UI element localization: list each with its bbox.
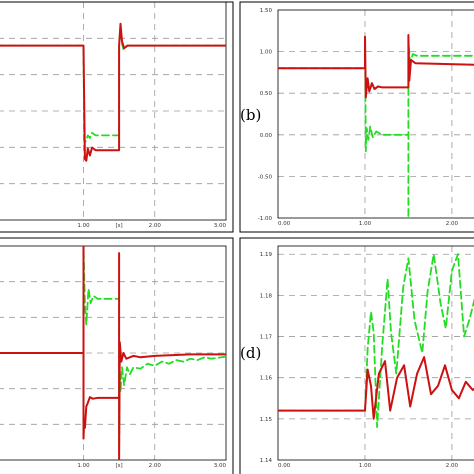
red-solid-series-line (0, 246, 226, 460)
panel-tag: (b) (240, 106, 261, 124)
x-unit-label: [s] (116, 463, 123, 469)
plot-area (0, 1, 227, 221)
y-tick-label: 1.14 (260, 458, 273, 464)
y-tick-label: 1.50 (260, 8, 273, 14)
panel-frame (239, 1, 474, 233)
x-tick-label: 1.00 (359, 221, 372, 227)
series-group (278, 34, 474, 218)
y-tick-label: -1.00 (258, 216, 273, 222)
y-tick-label: 1.19 (260, 252, 273, 258)
y-tick-label: 1.18 (260, 293, 273, 299)
y-tick-label: 1.16 (260, 376, 273, 382)
x-tick-label: 2.00 (149, 223, 162, 229)
panel-tag: (d) (240, 344, 261, 362)
plot-area (0, 245, 227, 461)
panel-c: 1.00 2.00 3.00 [s] (0, 237, 234, 474)
panel-b: 0.00 1.00 2.00 1.50 1.00 0.50 0.00 -0.50 -1.00 (b… (239, 1, 474, 233)
y-tick-label: -0.50 (258, 174, 273, 180)
series-group (0, 22, 226, 162)
x-unit-label: [s] (116, 223, 123, 229)
x-tick-label: 2.00 (149, 463, 162, 469)
green-dashed-series-line (278, 253, 474, 428)
red-solid-series-line (0, 22, 226, 162)
panel-frame (239, 237, 474, 474)
x-tick-label: 1.00 (77, 463, 90, 469)
x-tick-label: 2.00 (446, 463, 459, 469)
series-group (0, 246, 226, 460)
plot-area (277, 9, 474, 219)
panel-d: 0.00 1.00 2.00 1.19 1.18 1.17 1.16 1.15 1.14 (d) (239, 237, 474, 474)
green-dashed-series-line (0, 246, 226, 454)
x-tick-label: 3.00 (214, 223, 227, 229)
y-tick-label: 1.15 (260, 417, 273, 423)
panel-frame (0, 237, 234, 474)
red-solid-series-line (278, 34, 474, 99)
y-tick-label: 0.00 (260, 133, 273, 139)
x-tick-label: 1.00 (77, 223, 90, 229)
plot-area (277, 245, 474, 461)
x-tick-label: 2.00 (446, 221, 459, 227)
y-tick-label: 1.00 (260, 50, 273, 56)
panel-frame (0, 1, 234, 233)
x-tick-label: 1.00 (359, 463, 372, 469)
y-tick-label: 0.50 (260, 91, 273, 97)
x-tick-label: 0.00 (278, 221, 291, 227)
y-tick-label: 1.17 (260, 335, 273, 341)
x-tick-label: 3.00 (214, 463, 227, 469)
red-solid-series-line (278, 356, 474, 420)
x-tick-label: 0.00 (278, 463, 291, 469)
panel-a: 1.00 2.00 3.00 [s] (0, 1, 234, 233)
series-group (278, 253, 474, 428)
